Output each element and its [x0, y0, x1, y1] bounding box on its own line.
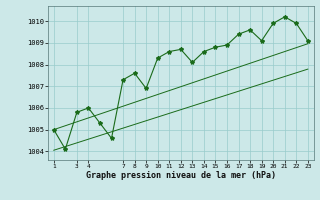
X-axis label: Graphe pression niveau de la mer (hPa): Graphe pression niveau de la mer (hPa): [86, 171, 276, 180]
